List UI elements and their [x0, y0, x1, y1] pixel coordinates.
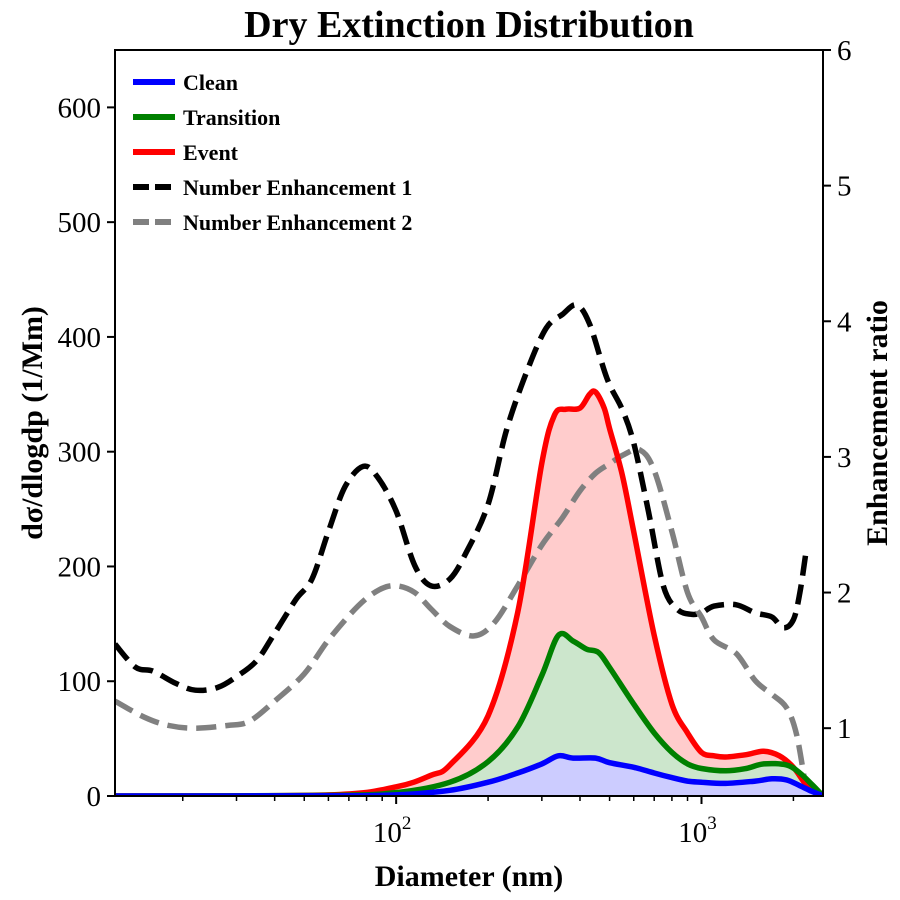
plot-frame — [114, 49, 824, 797]
y-tick-label: 0 — [87, 781, 102, 813]
legend-label-event: Event — [183, 140, 239, 165]
axes-layer: 0 100 200 300 400 500 600 1 2 3 4 5 6 102 103 — [58, 35, 853, 849]
legend-label-number-enhancement-1: Number Enhancement 1 — [183, 175, 412, 200]
y2-tick-label: 1 — [837, 713, 852, 745]
y2-tick-label: 6 — [837, 35, 852, 67]
area-clean — [115, 755, 823, 796]
chart-title: Dry Extinction Distribution — [244, 4, 694, 46]
x-tick-label: 103 — [678, 813, 717, 849]
x-tick-label: 102 — [373, 813, 412, 849]
area-layer — [115, 390, 823, 796]
y-axis-label: dσ/dlogdp (1/Mm) — [16, 306, 49, 540]
y-tick-label: 500 — [58, 207, 102, 239]
x-axis-label: Diameter (nm) — [375, 860, 564, 893]
y2-tick-label: 3 — [837, 442, 852, 474]
y-tick-label: 400 — [58, 322, 102, 354]
line-event — [115, 388, 823, 796]
y-tick-label: 200 — [58, 551, 102, 583]
line-layer — [115, 302, 823, 796]
y-tick-label: 300 — [58, 437, 102, 469]
area-event — [115, 390, 823, 796]
legend-label-clean: Clean — [183, 70, 238, 95]
legend-label-transition: Transition — [183, 105, 280, 130]
line-clean — [115, 752, 823, 796]
y-tick-label: 100 — [58, 666, 102, 698]
line-number-enhancement-2 — [115, 446, 809, 790]
y-tick-label: 600 — [58, 92, 102, 124]
legend: Clean Transition Event Number Enhancement 1… — [133, 70, 412, 235]
line-transition — [115, 630, 823, 796]
area-transition — [115, 633, 823, 796]
y2-tick-label: 2 — [837, 578, 852, 610]
line-number-enhancement-1 — [115, 302, 809, 694]
y2-tick-label: 4 — [837, 306, 852, 338]
legend-label-number-enhancement-2: Number Enhancement 2 — [183, 210, 412, 235]
y2-tick-label: 5 — [837, 171, 852, 203]
y2-axis-label: Enhancement ratio — [861, 300, 894, 546]
